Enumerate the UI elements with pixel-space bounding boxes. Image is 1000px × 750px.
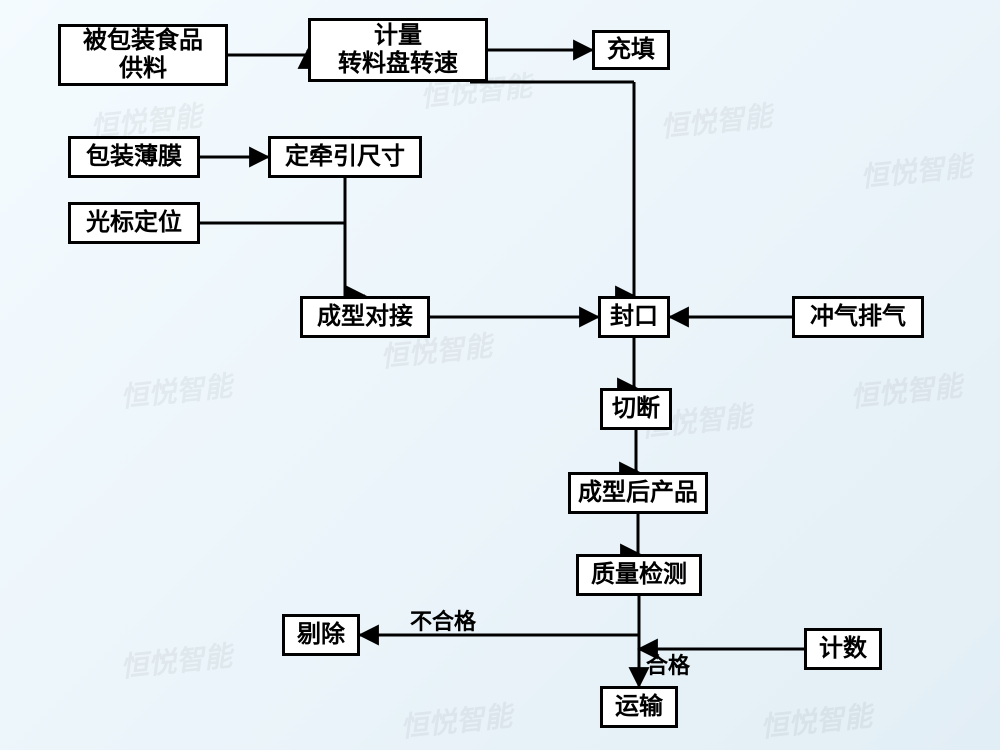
node-formed-prod: 成型后产品: [568, 472, 708, 514]
node-quality: 质量检测: [576, 554, 702, 596]
node-pull-size: 定牵引尺寸: [268, 136, 422, 178]
edge-label: 合格: [646, 648, 690, 680]
node-measure: 计量 转料盘转速: [308, 18, 488, 82]
node-cursor-pos: 光标定位: [68, 202, 200, 244]
node-film: 包装薄膜: [68, 136, 200, 178]
node-cut: 切断: [600, 388, 672, 430]
node-gas: 冲气排气: [792, 296, 924, 338]
node-seal: 封口: [598, 296, 670, 338]
node-transport: 运输: [600, 686, 678, 728]
node-form-join: 成型对接: [300, 296, 430, 338]
flowchart-canvas: 恒悦智能恒悦智能恒悦智能恒悦智能恒悦智能恒悦智能恒悦智能恒悦智能恒悦智能恒悦智能…: [0, 0, 1000, 750]
node-fill: 充填: [592, 30, 670, 70]
node-count: 计数: [804, 628, 882, 670]
node-reject: 剔除: [282, 614, 360, 656]
node-food-supply: 被包装食品 供料: [58, 24, 228, 86]
edge-label: 不合格: [410, 604, 476, 636]
